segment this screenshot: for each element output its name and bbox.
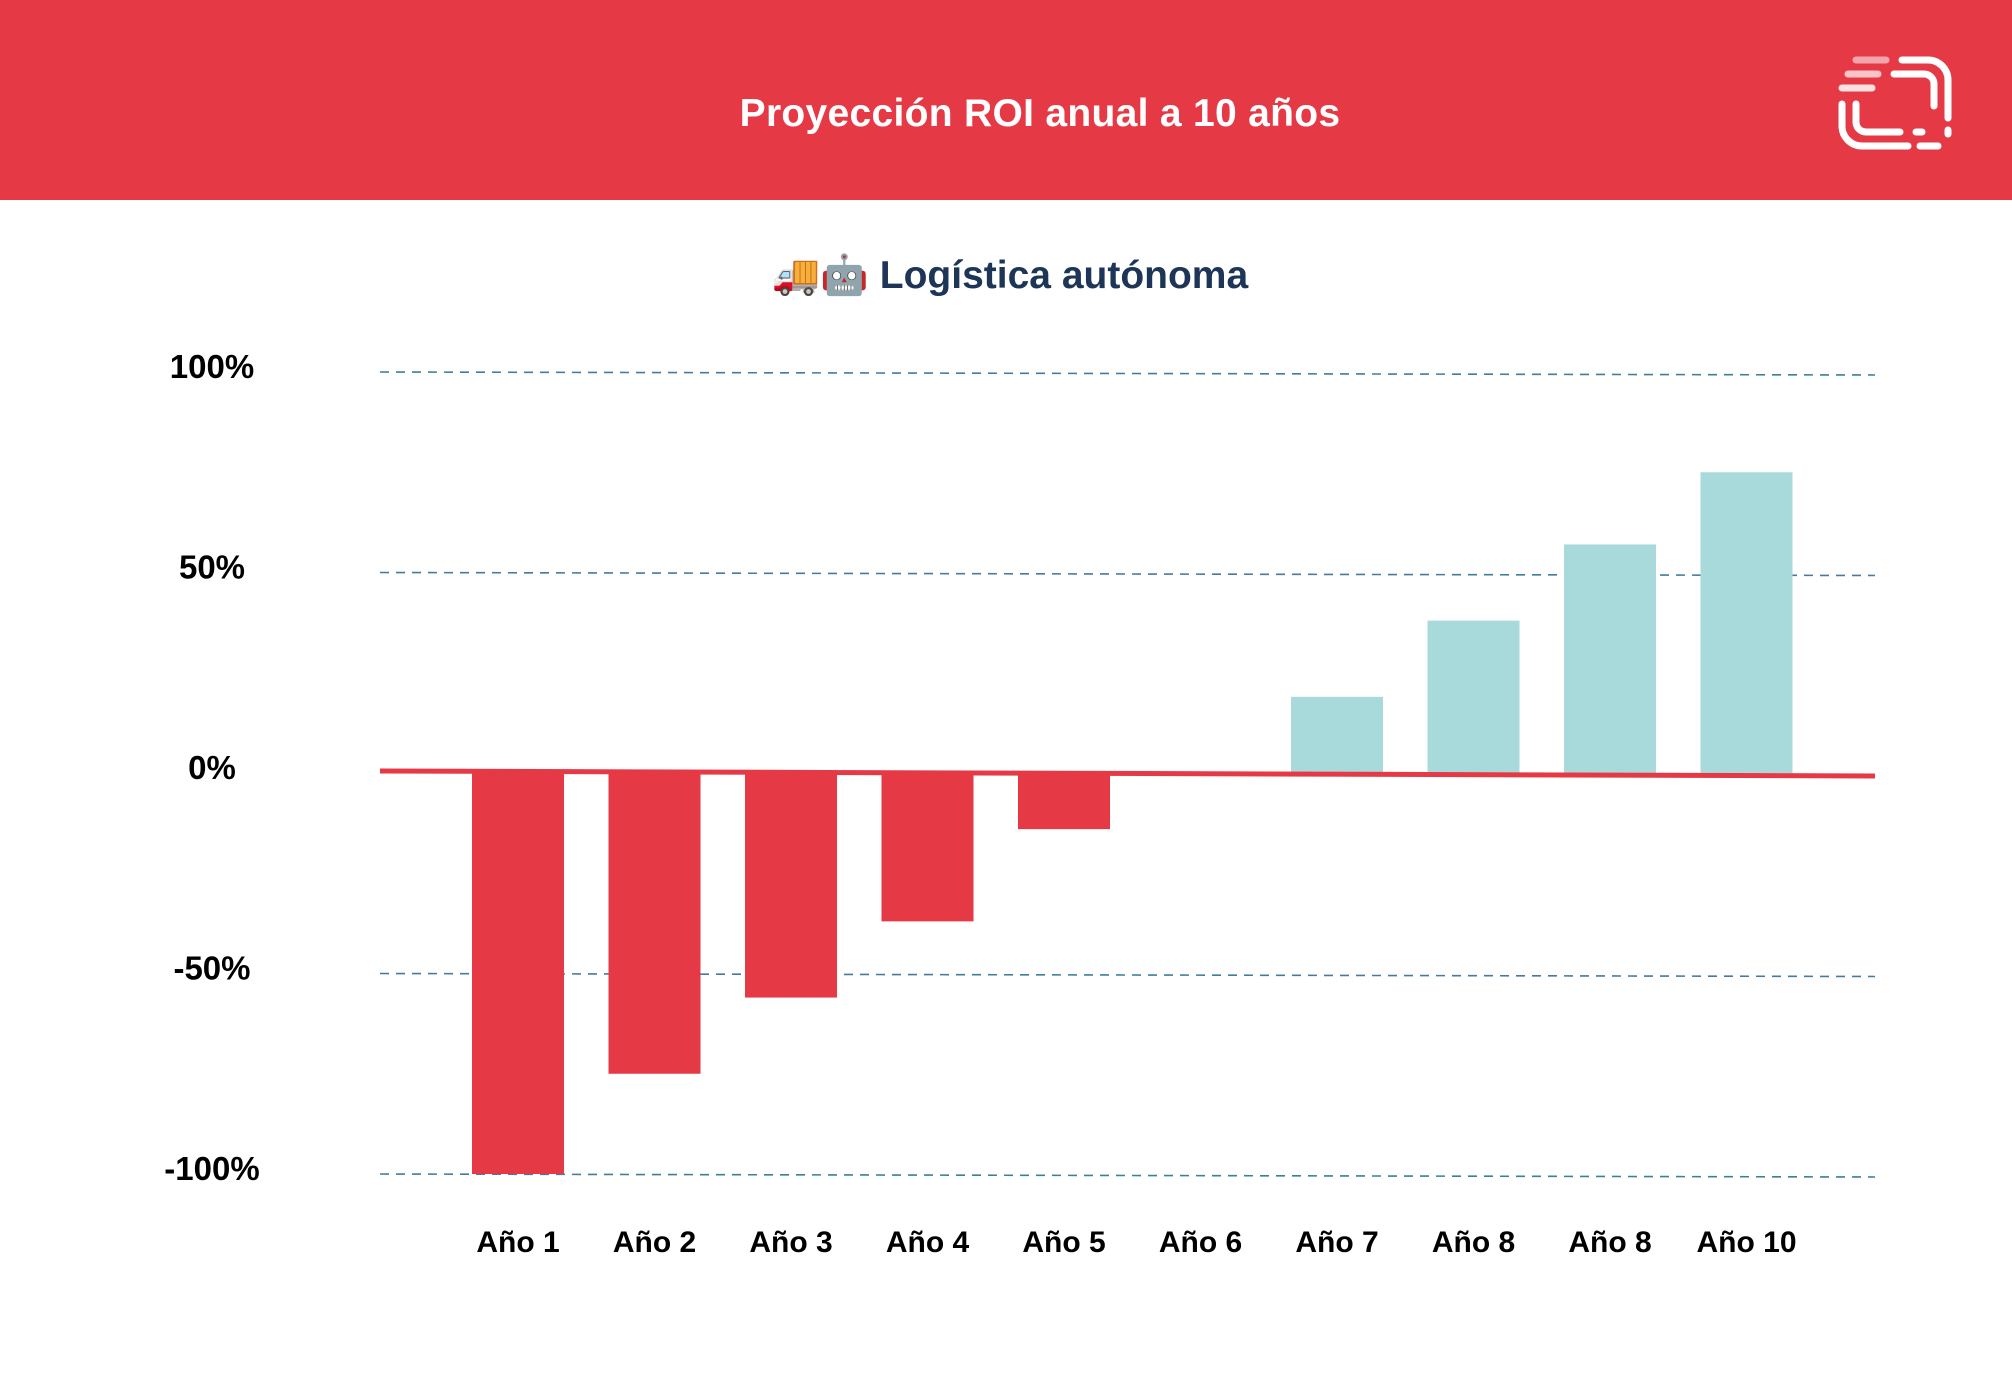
x-tick-label: Año 10: [1696, 1226, 1796, 1259]
y-tick-label: -50%: [173, 950, 250, 987]
y-tick-label: 50%: [179, 549, 245, 586]
x-tick-label: Año 8: [1568, 1226, 1651, 1259]
bar: [608, 773, 701, 1074]
bar: [881, 773, 974, 922]
y-tick-label: 0%: [188, 749, 236, 786]
y-tick-label: -100%: [164, 1150, 259, 1187]
chart-area: 🚚🤖 Logística autónoma 100% 50% 0% -50% -100%…: [0, 200, 2012, 1372]
bars: [472, 472, 1793, 1174]
bar: [745, 773, 837, 998]
grid-line: [379, 371, 1876, 376]
bar: [1700, 472, 1793, 773]
header-bar: [0, 0, 2012, 200]
x-tick-label: Año 3: [749, 1226, 832, 1259]
x-tick-label: Año 1: [476, 1226, 559, 1259]
grid-line: [379, 972, 1876, 978]
page-title: Proyección ROI anual a 10 años: [739, 92, 1341, 135]
bar: [1291, 696, 1383, 773]
y-axis-ticks: 100% 50% 0% -50% -100%: [164, 348, 259, 1187]
bar: [1427, 620, 1520, 773]
grid-line: [379, 1173, 1876, 1178]
zero-line: [379, 768, 1876, 779]
chart-title: 🚚🤖 Logística autónoma: [772, 252, 1249, 297]
x-axis-ticks: Año 1 Año 2 Año 3 Año 4 Año 5 Año 6 Año 7 Año 8…: [476, 1226, 1796, 1259]
zero-baseline: [379, 768, 1876, 779]
y-tick-label: 100%: [170, 348, 254, 385]
x-tick-label: Año 4: [886, 1226, 970, 1259]
roi-bar-chart: 🚚🤖 Logística autónoma 100% 50% 0% -50% -100%…: [164, 252, 1876, 1259]
brand-logo-icon: [1838, 56, 1952, 150]
x-tick-label: Año 2: [613, 1226, 696, 1259]
x-tick-label: Año 7: [1295, 1226, 1378, 1259]
bar: [1018, 773, 1110, 830]
bar: [1564, 544, 1656, 773]
x-tick-label: Año 8: [1432, 1226, 1515, 1259]
x-tick-label: Año 5: [1022, 1226, 1105, 1259]
bar: [472, 773, 564, 1174]
x-tick-label: Año 6: [1159, 1226, 1242, 1259]
